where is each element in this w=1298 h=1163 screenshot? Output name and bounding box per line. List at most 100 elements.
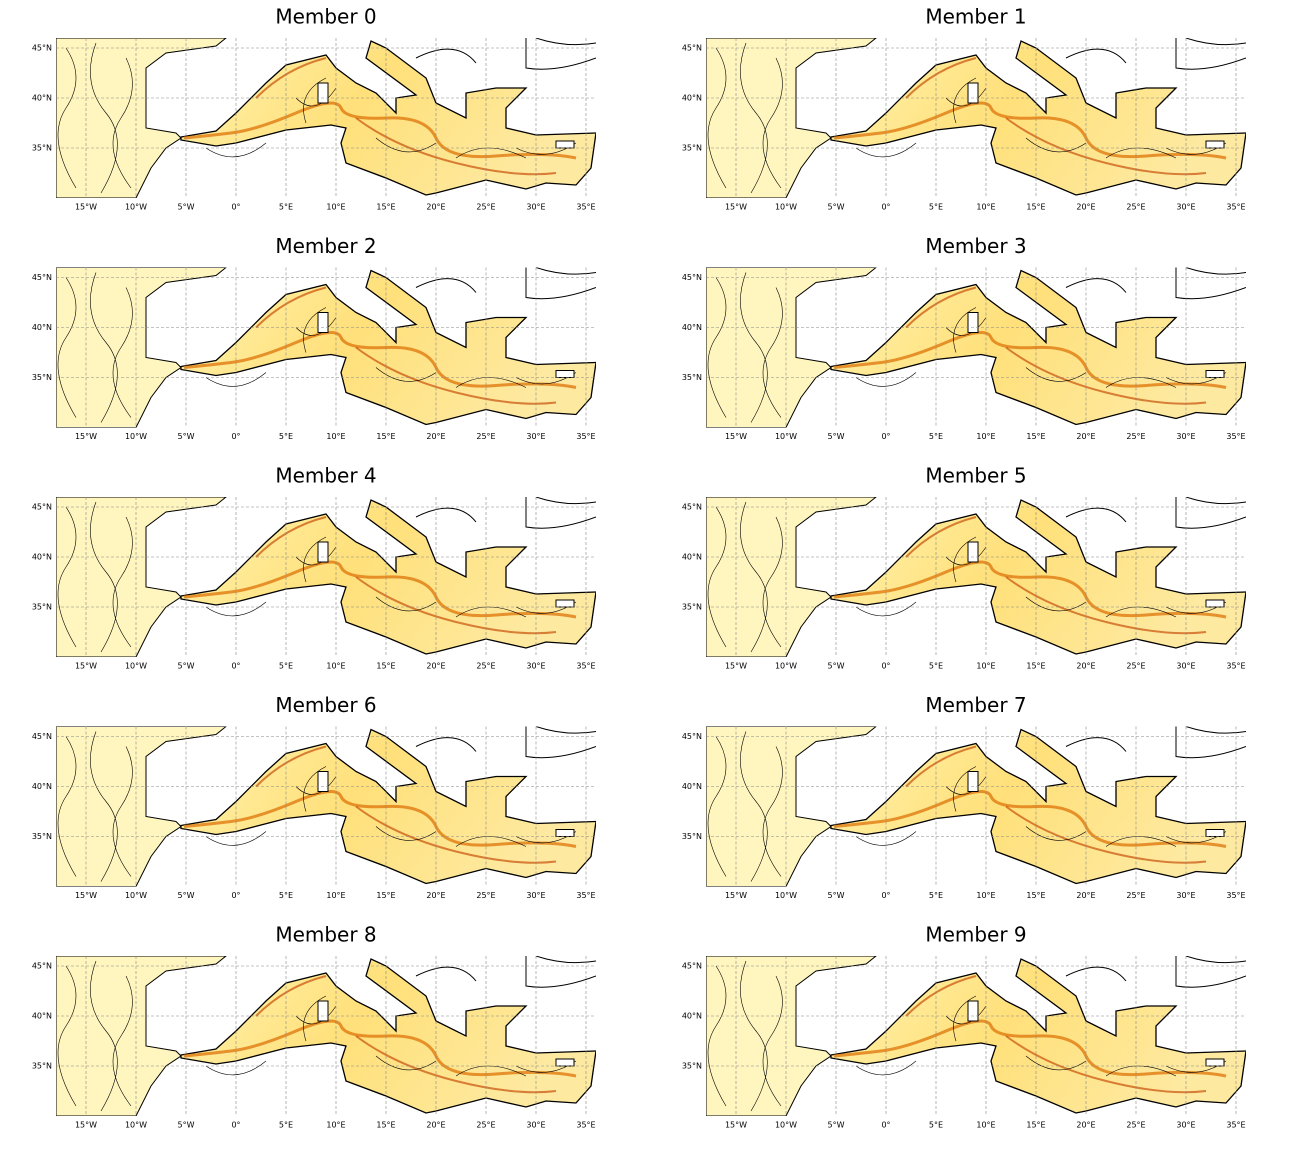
x-tick-label: 15°E — [1026, 1121, 1045, 1130]
x-tick-label: 25°E — [1126, 1121, 1145, 1130]
panel-title: Member 8 — [275, 923, 376, 947]
x-tick-label: 25°E — [476, 432, 495, 441]
x-tick-label: 20°E — [1076, 432, 1095, 441]
x-tick-label: 30°E — [526, 662, 545, 671]
x-tick-label: 10°E — [326, 1121, 345, 1130]
x-tick-label: 30°E — [526, 891, 545, 900]
x-tick-label: 35°E — [1226, 662, 1245, 671]
x-tick-label: 5°E — [929, 1121, 943, 1130]
x-tick-label: 15°E — [1026, 203, 1045, 212]
x-tick-label: 5°E — [279, 432, 293, 441]
x-tick-label: 20°E — [426, 432, 445, 441]
y-tick-label: 40°N — [32, 1012, 52, 1021]
x-tick-label: 10°W — [125, 891, 147, 900]
x-tick-label: 5°W — [828, 203, 845, 212]
map-area — [706, 267, 1246, 428]
x-tick-label: 0° — [881, 891, 890, 900]
x-tick-label: 15°E — [376, 1121, 395, 1130]
x-tick-label: 35°E — [1226, 891, 1245, 900]
x-tick-label: 25°E — [1126, 203, 1145, 212]
map-area — [56, 497, 596, 657]
x-tick-label: 20°E — [1076, 891, 1095, 900]
x-tick-label: 15°W — [725, 1121, 747, 1130]
x-tick-label: 15°W — [725, 662, 747, 671]
x-tick-label: 20°E — [426, 203, 445, 212]
x-tick-label: 10°W — [775, 203, 797, 212]
map-panel: Member 0 15°W 10°W 5°W 0° 5°E 10°E 15°E 20°E 25°E… — [32, 5, 596, 212]
map-field — [706, 726, 1246, 887]
x-tick-label: 20°E — [1076, 1121, 1095, 1130]
x-tick-label: 15°W — [725, 891, 747, 900]
x-tick-label: 10°E — [326, 432, 345, 441]
x-tick-label: 0° — [881, 1121, 890, 1130]
x-tick-label: 10°W — [125, 203, 147, 212]
x-tick-label: 30°E — [1176, 662, 1195, 671]
map-field — [706, 267, 1246, 428]
x-tick-label: 30°E — [526, 203, 545, 212]
y-tick-label: 40°N — [32, 553, 52, 562]
panel-title: Member 3 — [925, 234, 1026, 258]
y-tick-label: 35°N — [682, 1062, 702, 1071]
map-field — [706, 38, 1246, 198]
y-tick-label: 45°N — [32, 962, 52, 971]
y-tick-label: 45°N — [32, 44, 52, 53]
panel-title: Member 1 — [925, 5, 1026, 29]
x-tick-label: 5°E — [929, 891, 943, 900]
map-panel: Member 3 15°W 10°W 5°W 0° 5°E 10°E 15°E 20°E 25°E… — [682, 234, 1246, 441]
x-tick-label: 25°E — [1126, 891, 1145, 900]
panel-title: Member 0 — [275, 5, 376, 29]
x-tick-label: 5°W — [178, 1121, 195, 1130]
y-tick-label: 35°N — [32, 603, 52, 612]
map-field — [706, 956, 1246, 1116]
x-tick-label: 25°E — [476, 891, 495, 900]
map-area — [706, 726, 1246, 887]
map-field — [706, 497, 1246, 657]
x-tick-label: 15°W — [725, 203, 747, 212]
map-field — [56, 956, 596, 1116]
x-tick-label: 5°W — [828, 662, 845, 671]
x-tick-label: 15°E — [376, 432, 395, 441]
map-panel: Member 4 15°W 10°W 5°W 0° 5°E 10°E 15°E 20°E 25°E… — [32, 464, 596, 671]
x-tick-label: 25°E — [1126, 432, 1145, 441]
x-tick-label: 5°W — [178, 662, 195, 671]
y-tick-label: 35°N — [682, 832, 702, 841]
x-tick-label: 15°W — [75, 662, 97, 671]
x-tick-label: 20°E — [1076, 662, 1095, 671]
x-tick-label: 10°W — [775, 891, 797, 900]
map-field — [56, 38, 596, 198]
panel-title: Member 5 — [925, 464, 1026, 488]
map-panel: Member 6 15°W 10°W 5°W 0° 5°E 10°E 15°E 20°E 25°E… — [32, 693, 596, 900]
x-tick-label: 15°E — [376, 891, 395, 900]
x-tick-label: 20°E — [426, 891, 445, 900]
map-area — [56, 267, 596, 428]
x-tick-label: 30°E — [1176, 203, 1195, 212]
y-tick-label: 45°N — [682, 732, 702, 741]
x-tick-label: 20°E — [1076, 203, 1095, 212]
x-tick-label: 30°E — [1176, 432, 1195, 441]
x-tick-label: 10°E — [976, 1121, 995, 1130]
x-tick-label: 0° — [231, 662, 240, 671]
x-tick-label: 35°E — [1226, 1121, 1245, 1130]
map-area — [706, 38, 1246, 198]
x-tick-label: 5°W — [828, 432, 845, 441]
x-tick-label: 5°W — [828, 1121, 845, 1130]
y-tick-label: 45°N — [32, 273, 52, 282]
x-tick-label: 15°W — [75, 1121, 97, 1130]
x-tick-label: 25°E — [476, 203, 495, 212]
x-tick-label: 10°E — [976, 891, 995, 900]
x-tick-label: 5°E — [279, 203, 293, 212]
y-tick-label: 40°N — [682, 782, 702, 791]
map-field — [56, 726, 596, 887]
x-tick-label: 15°W — [75, 432, 97, 441]
x-tick-label: 30°E — [1176, 1121, 1195, 1130]
panel-title: Member 9 — [925, 923, 1026, 947]
panel-title: Member 7 — [925, 693, 1026, 717]
x-tick-label: 25°E — [476, 662, 495, 671]
x-tick-label: 35°E — [576, 1121, 595, 1130]
map-panel: Member 1 15°W 10°W 5°W 0° 5°E 10°E 15°E 20°E 25°E… — [682, 5, 1246, 212]
x-tick-label: 0° — [231, 432, 240, 441]
x-tick-label: 30°E — [526, 1121, 545, 1130]
x-tick-label: 5°E — [279, 662, 293, 671]
x-tick-label: 0° — [881, 662, 890, 671]
